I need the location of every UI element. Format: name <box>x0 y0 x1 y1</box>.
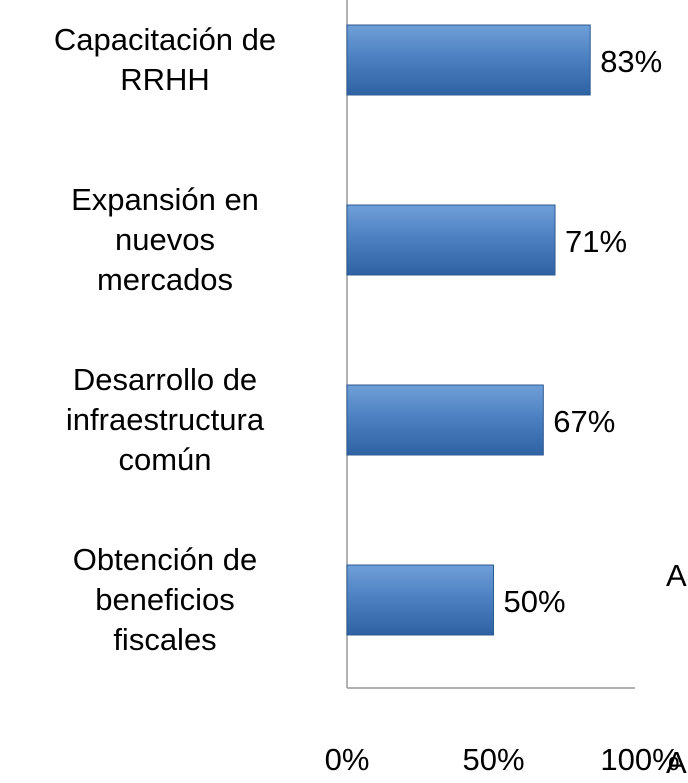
bar <box>346 384 544 456</box>
y-tick-label: Desarrollo de infraestructura común <box>65 362 265 477</box>
value-label: 67% <box>553 404 615 439</box>
annotation: A <box>666 558 687 593</box>
y-tick-label: Expansión en nuevos mercados <box>71 182 259 297</box>
x-tick-label: 0% <box>325 742 370 777</box>
value-label: 71% <box>565 224 627 259</box>
x-tick-label: 100% <box>600 742 679 777</box>
bar <box>346 24 591 96</box>
bar <box>346 204 556 276</box>
value-label: 83% <box>600 44 662 79</box>
x-tick-label: 50% <box>462 742 524 777</box>
annotation: A <box>666 745 687 780</box>
y-tick-label: Capacitación de RRHH <box>53 22 277 97</box>
bar <box>346 564 494 636</box>
y-tick-label: Obtención de beneficios fiscales <box>72 542 258 657</box>
value-label: 50% <box>504 584 566 619</box>
